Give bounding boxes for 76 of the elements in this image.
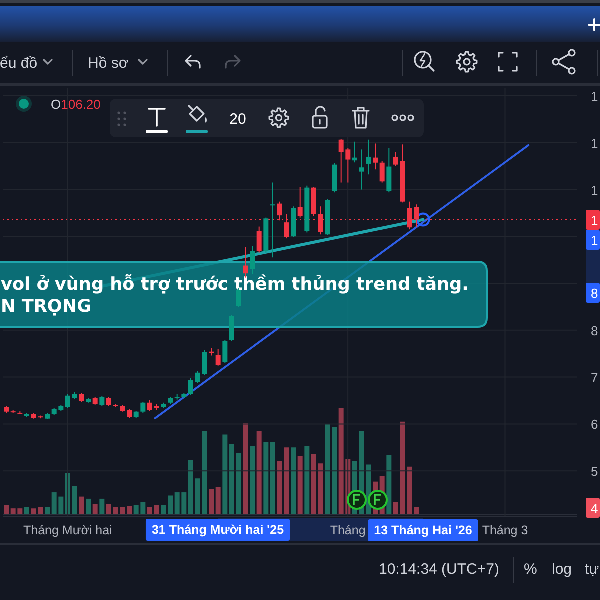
bar: [161, 505, 166, 515]
bar: [4, 505, 9, 515]
bar: [209, 489, 214, 515]
text: 1: [591, 88, 598, 104]
text: 1: [591, 135, 598, 150]
candlestick: [256, 226, 262, 254]
bar: [106, 504, 112, 515]
text: 8: [591, 322, 598, 338]
bar: [230, 444, 234, 515]
bar: [304, 446, 310, 515]
text: %: [524, 561, 538, 578]
bar: [24, 508, 30, 515]
bar: [168, 496, 173, 515]
bar: [243, 422, 248, 515]
bar: [318, 464, 324, 515]
bar: [127, 506, 132, 515]
text: log: [552, 561, 572, 578]
bar: [250, 446, 255, 515]
text: 6: [591, 416, 598, 432]
text: 1: [591, 212, 598, 228]
bar: [291, 448, 296, 515]
bar: [148, 508, 152, 515]
bar: [72, 486, 78, 515]
text: 7: [591, 370, 598, 385]
bar: [332, 427, 337, 515]
text: 1: [591, 182, 598, 198]
candlestick: [188, 378, 194, 396]
candlestick: [222, 340, 228, 364]
bar: [325, 424, 330, 515]
annotation: vol ở vùng hỗ trợ trước thềm thủng trend tăng. N TRỌNG: [1, 274, 469, 317]
bar: [45, 508, 50, 515]
text: O106.20: [51, 97, 101, 112]
candlestick: [366, 139, 372, 176]
candlestick: [230, 314, 234, 342]
bar: [188, 460, 194, 515]
bar: [92, 504, 98, 515]
candlestick: [359, 149, 364, 190]
candlestick: [140, 402, 146, 414]
text: Hồ sơ: [88, 55, 129, 72]
text: ểu đồ: [0, 55, 38, 72]
text: 31 Tháng Mười hai '25: [152, 523, 284, 537]
text: 20: [230, 111, 246, 128]
candlestick: [148, 400, 152, 412]
bar: [236, 452, 242, 515]
candlestick: [394, 152, 398, 167]
x-tick-label: 13 Tháng Hai '26: [374, 524, 472, 538]
bar: [264, 442, 269, 515]
bar: [298, 456, 303, 515]
bar: [86, 498, 91, 515]
candlestick: [373, 143, 378, 170]
candlestick: [270, 182, 276, 258]
text: 5: [591, 464, 598, 479]
bar: [414, 508, 419, 515]
candlestick: [250, 246, 255, 275]
bar: [270, 442, 276, 515]
text: 8: [591, 286, 598, 300]
bar: [312, 454, 316, 515]
bar: [216, 487, 221, 515]
bar: [79, 496, 84, 515]
text: 1: [591, 232, 598, 248]
candlestick: [380, 160, 385, 184]
candlestick: [216, 348, 221, 366]
bar: [154, 505, 160, 515]
bar: [222, 434, 228, 515]
x-tick-label: Tháng Mười hai: [24, 524, 112, 538]
candlestick: [66, 394, 70, 409]
candlestick: [100, 396, 105, 407]
bar: [100, 498, 105, 515]
text: 10:14:34 (UTC+7): [379, 561, 500, 578]
text: tự: [585, 561, 600, 578]
x-tick-label: Tháng: [330, 524, 366, 538]
bar: [256, 432, 262, 515]
bar: [386, 455, 392, 515]
text: 4: [591, 500, 598, 516]
x-tick-label: Tháng 3: [482, 524, 528, 538]
bar: [394, 502, 398, 515]
